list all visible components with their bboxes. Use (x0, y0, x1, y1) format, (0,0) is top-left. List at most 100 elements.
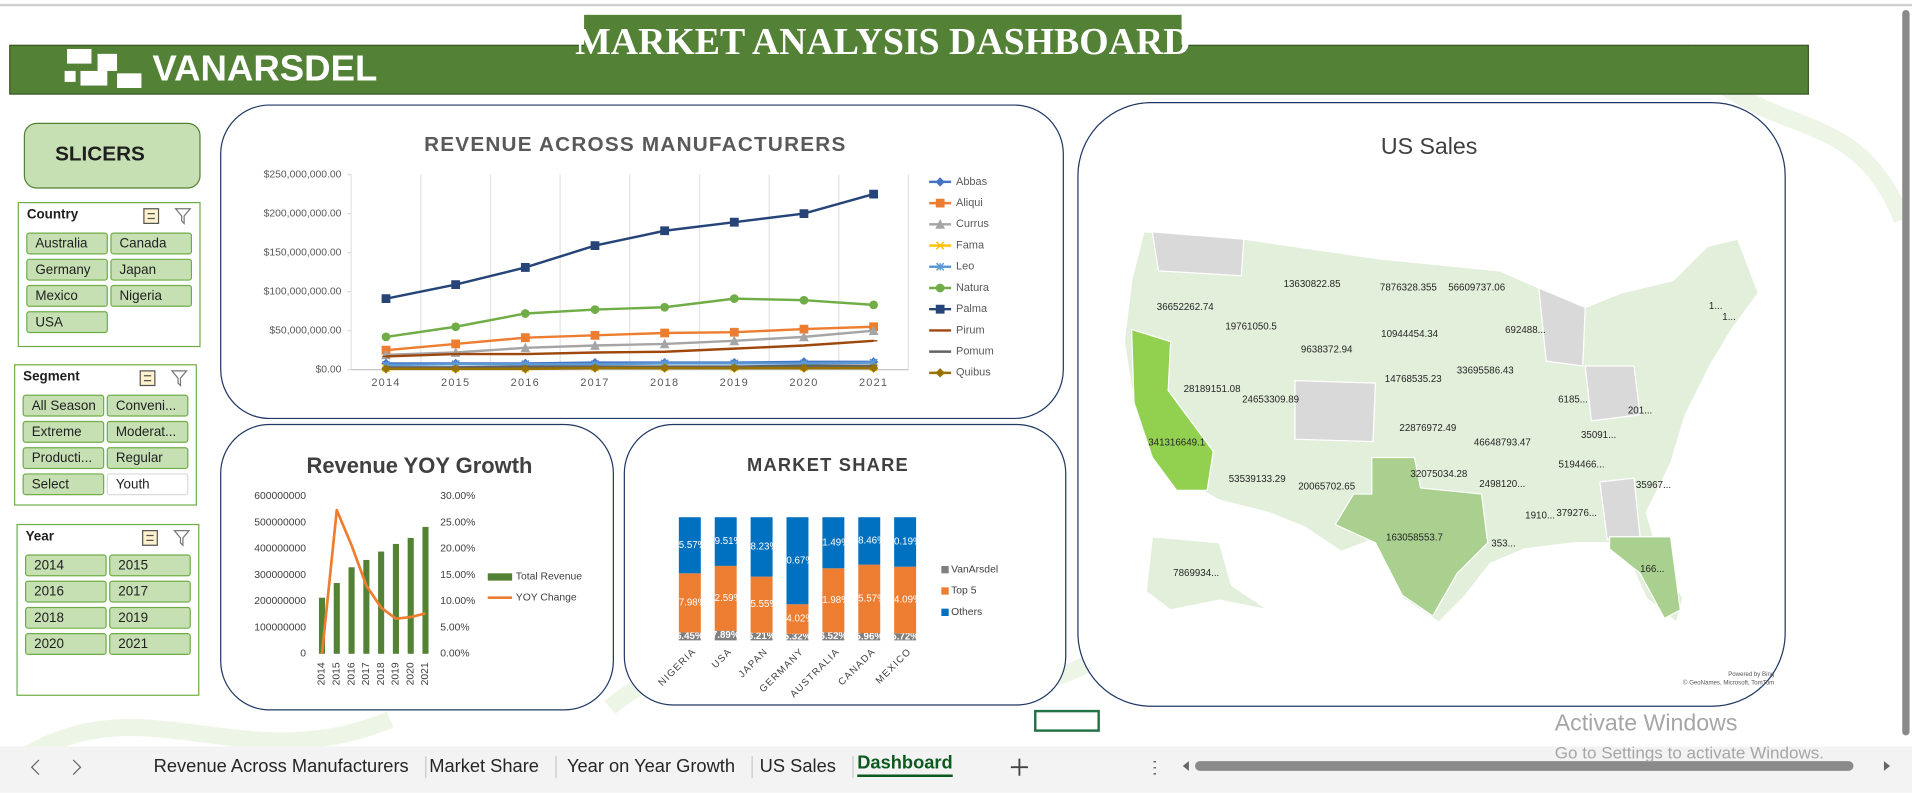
selected-cell[interactable] (1034, 709, 1100, 732)
slicer-item-label[interactable]: 2015 (118, 558, 148, 573)
map-label: 56609737.06 (1448, 283, 1505, 294)
slicer-item[interactable] (22, 473, 105, 496)
slicer-item[interactable] (22, 420, 105, 443)
tab-scroll-left[interactable] (30, 759, 40, 775)
point-marker (660, 226, 670, 236)
series-line (385, 339, 874, 358)
y-tick-label: $100,000,000.00 (264, 286, 342, 297)
slicer-item-label[interactable]: Moderat... (116, 424, 176, 439)
slicer-item[interactable] (26, 284, 108, 307)
slicer-item-label[interactable]: Select (32, 476, 70, 491)
y-tick-label: 400000000 (254, 544, 306, 555)
y-tick-label: $250,000,000.00 (264, 169, 342, 180)
point-marker (799, 295, 809, 305)
sheet-tab[interactable]: Revenue Across Manufacturers (154, 755, 409, 776)
sheet-tab[interactable]: Year on Year Growth (567, 755, 735, 776)
legend-marker (935, 283, 945, 293)
slicer-item-label[interactable]: Youth (116, 476, 150, 491)
slicer-item[interactable] (109, 633, 191, 656)
slicer-item[interactable] (110, 258, 193, 281)
data-label: 47.98% (673, 597, 706, 608)
y2-tick-label: 20.00% (440, 544, 475, 555)
point-marker (729, 294, 739, 304)
dashboard-title: MARKET ANALYSIS DASHBOARD (575, 21, 1190, 63)
slicer-item-label[interactable]: 2019 (118, 610, 148, 625)
slicer-item-label[interactable]: 2021 (118, 636, 148, 651)
y-tick-label: 500000000 (254, 517, 306, 528)
clear-filter-icon[interactable] (170, 370, 188, 387)
series-line (385, 192, 874, 300)
legend-marker (935, 262, 945, 271)
slicer-item-label[interactable]: Germany (35, 262, 90, 277)
x-tick-label: 2019 (391, 662, 402, 685)
clear-filter-icon[interactable] (173, 530, 191, 547)
slicer-item-label[interactable]: 2017 (118, 584, 148, 599)
sheet-tab[interactable]: US Sales (760, 755, 836, 776)
title-tab (584, 14, 1182, 67)
slicer-item[interactable] (109, 606, 191, 629)
slicer-item-label[interactable]: Conveni... (116, 398, 176, 413)
slicer-item[interactable] (24, 554, 107, 577)
map-state (1538, 287, 1586, 367)
slicer-item-label[interactable]: 2018 (34, 610, 64, 625)
bar-segment (822, 568, 845, 633)
slicer-item[interactable] (106, 394, 189, 417)
slicer-item[interactable] (22, 447, 105, 470)
slicer-item[interactable] (26, 258, 108, 281)
data-label: 45.55% (745, 599, 778, 610)
y-tick-label: $0.00 (315, 364, 341, 375)
multi-select-icon[interactable] (143, 208, 160, 224)
add-sheet[interactable] (1010, 758, 1028, 776)
map-label: 692488... (1505, 325, 1546, 336)
slicer-item-label[interactable]: 2016 (34, 584, 64, 599)
slicer-item[interactable] (106, 473, 189, 496)
slicer-item[interactable] (24, 633, 107, 656)
map-label: 35967... (1636, 480, 1671, 491)
horizontal-scrollbar[interactable] (1195, 761, 1854, 771)
legend-label: Abbas (956, 176, 988, 188)
slicer-item[interactable] (106, 447, 189, 470)
slicer-item[interactable] (110, 284, 193, 307)
tab-scroll-right[interactable] (72, 759, 82, 775)
bar-segment (678, 573, 701, 633)
map-label: 13630822.85 (1284, 279, 1342, 290)
slicer-item[interactable] (26, 311, 108, 334)
multi-select-icon[interactable] (142, 530, 158, 546)
point-marker (520, 364, 531, 374)
sheet-tab[interactable]: Market Share (429, 755, 539, 776)
slicer-item-label[interactable]: Japan (120, 262, 157, 277)
sheet-tab[interactable]: Dashboard (857, 751, 953, 772)
legend-marker (935, 304, 945, 314)
slicer-item[interactable] (109, 580, 191, 603)
slicer-item-label[interactable]: 2014 (34, 558, 64, 573)
bar-segment (894, 566, 917, 634)
slicer-item-label[interactable]: Nigeria (120, 288, 163, 303)
slicer-item-label[interactable]: All Season (32, 398, 96, 413)
slicer-item[interactable] (22, 394, 105, 417)
slicer-item-label[interactable]: Mexico (35, 288, 77, 303)
slicer-item[interactable] (26, 232, 108, 255)
clear-filter-icon[interactable] (174, 208, 192, 225)
slicer-item[interactable] (106, 420, 189, 443)
vertical-scrollbar[interactable] (1902, 9, 1910, 736)
slicer-item[interactable] (24, 606, 107, 629)
point-marker (659, 338, 670, 349)
point-marker (660, 302, 670, 312)
legend-label: YOY Change (516, 592, 577, 603)
map-label: 46648793.47 (1474, 437, 1531, 448)
slicer-item-label[interactable]: USA (35, 314, 63, 329)
data-label: 7.89% (712, 630, 740, 641)
slicer-item-label[interactable]: Canada (120, 236, 168, 251)
slicer-item[interactable] (110, 232, 193, 255)
slicer-item-label[interactable]: Extreme (32, 424, 82, 439)
series-line (385, 329, 874, 357)
multi-select-icon[interactable] (139, 370, 156, 387)
legend-marker (935, 198, 945, 208)
slicer-item-label[interactable]: 2020 (34, 636, 64, 651)
slicer-item[interactable] (24, 580, 107, 603)
bar-segment (750, 632, 773, 641)
slicer-item-label[interactable]: Producti... (32, 450, 92, 465)
slicer-item-label[interactable]: Regular (116, 450, 163, 465)
slicer-item[interactable] (109, 554, 191, 577)
slicer-item-label[interactable]: Australia (35, 236, 88, 251)
